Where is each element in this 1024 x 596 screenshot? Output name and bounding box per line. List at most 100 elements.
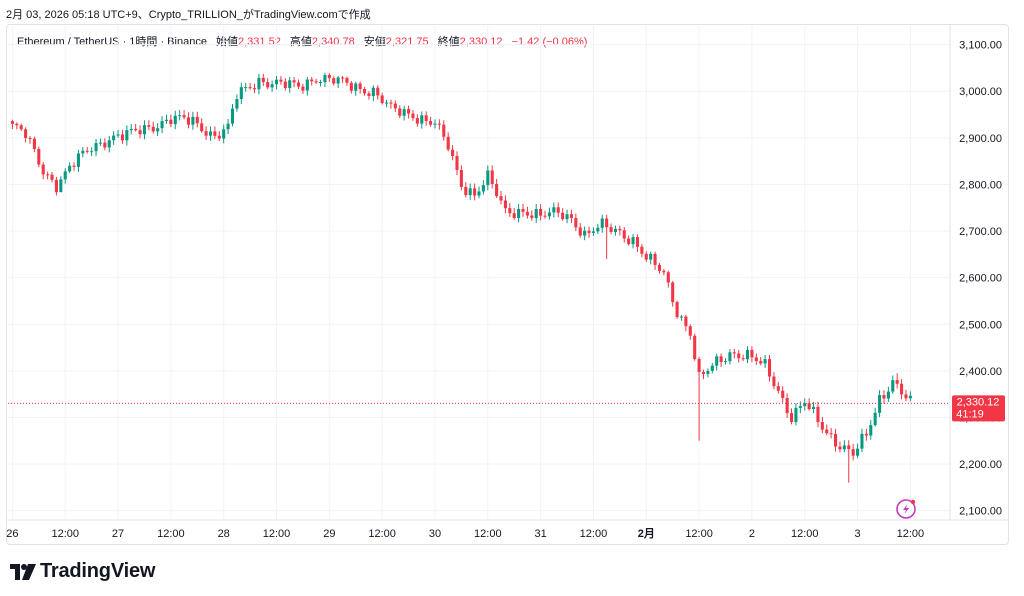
time-tick-label: 30 [429, 528, 441, 540]
time-tick-label: 12:00 [157, 528, 185, 540]
candle-up [565, 214, 569, 220]
time-tick-label: 12:00 [685, 528, 713, 540]
candle-down [266, 82, 270, 88]
candle-up [552, 207, 556, 213]
candle-up [803, 403, 807, 407]
candle-down [186, 117, 191, 125]
candles [10, 72, 912, 483]
candle-down [252, 88, 257, 90]
candle-down [195, 116, 199, 124]
candle-up [710, 365, 714, 371]
candle-down [627, 238, 631, 245]
candle-up [178, 115, 182, 117]
candle-up [715, 356, 719, 366]
candle-up [305, 79, 309, 91]
candle-up [596, 227, 600, 232]
candle-down [644, 253, 648, 260]
candle-down [820, 422, 824, 430]
candle-down [701, 371, 706, 374]
candle-up [812, 406, 816, 410]
candle-down [900, 383, 904, 395]
candle-down [657, 264, 662, 271]
candle-down [310, 79, 314, 82]
candle-down [46, 174, 50, 176]
candle-down [688, 326, 692, 336]
candle-down [120, 134, 124, 141]
candle-up [723, 361, 728, 363]
candle-down [72, 165, 76, 167]
candle-down [693, 335, 697, 360]
candle-up [481, 185, 485, 192]
candle-down [499, 196, 503, 201]
candle-down [640, 246, 644, 254]
candle-down [393, 103, 397, 109]
candle-down [609, 227, 613, 233]
candle-up [517, 208, 521, 218]
candle-down [424, 115, 428, 122]
candle-down [741, 358, 745, 360]
candle-up [354, 83, 358, 91]
candlestick-chart[interactable]: 3,100.00 3,000.00 2,900.00 2,800.00 2,700.00… [0, 0, 1024, 550]
candle-down [41, 164, 45, 175]
candle-up [81, 150, 85, 154]
candle-up [679, 316, 684, 318]
candle-down [54, 179, 58, 193]
candle-down [261, 77, 265, 83]
time-tick-label: 28 [218, 528, 230, 540]
candle-down [851, 449, 855, 456]
candle-up [270, 84, 274, 88]
candle-down [882, 395, 886, 399]
candle-down [834, 433, 838, 447]
candle-down [618, 228, 622, 231]
price-tick-label: 2,800.00 [959, 179, 1002, 191]
candle-up [156, 128, 160, 132]
candle-up [274, 79, 279, 85]
candle-up [860, 433, 864, 449]
candle-down [341, 77, 345, 79]
candle-down [28, 138, 32, 140]
candle-up [142, 125, 146, 135]
candle-down [904, 394, 908, 399]
candle-down [138, 130, 142, 135]
candle-down [327, 75, 331, 79]
candle-down [411, 113, 415, 119]
candle-up [173, 115, 177, 125]
candle-up [869, 425, 873, 436]
price-tick-label: 2,600.00 [959, 273, 1002, 285]
candle-up [600, 218, 604, 228]
time-tick-label: 29 [323, 528, 335, 540]
price-tick-label: 2,400.00 [959, 366, 1002, 378]
price-badge-value: 2,330.12 [957, 396, 1000, 408]
candle-down [759, 361, 763, 364]
time-tick-label: 2月 [638, 527, 655, 540]
chart-caption: 2月 03, 2026 05:18 UTC+9、Crypto_TRILLION_… [6, 9, 371, 21]
candle-down [622, 230, 626, 239]
candle-up [794, 407, 798, 422]
time-tick-label: 12:00 [897, 528, 925, 540]
candle-down [349, 82, 353, 91]
candle-down [451, 149, 455, 156]
candle-down [816, 406, 820, 423]
candle-down [605, 218, 609, 228]
candle-up [583, 230, 587, 236]
candle-down [587, 230, 591, 233]
candle-down [279, 79, 283, 82]
candle-down [459, 170, 463, 187]
candle-up [116, 134, 120, 136]
candle-up [631, 237, 635, 245]
candle-down [789, 413, 794, 422]
price-tick-label: 3,100.00 [959, 40, 1002, 52]
candle-down [495, 184, 499, 197]
time-tick-label: 12:00 [580, 528, 608, 540]
candle-down [490, 170, 494, 185]
candle-down [895, 380, 899, 384]
lightning-flash-icon[interactable] [896, 499, 916, 519]
candle-down [539, 209, 543, 216]
candle-down [530, 215, 534, 219]
candle-down [345, 77, 349, 83]
candle-down [213, 131, 217, 136]
candle-up [323, 75, 327, 83]
grid-lines [8, 26, 950, 520]
tradingview-logo[interactable]: TradingView [10, 560, 155, 583]
time-tick-label: 31 [535, 528, 547, 540]
